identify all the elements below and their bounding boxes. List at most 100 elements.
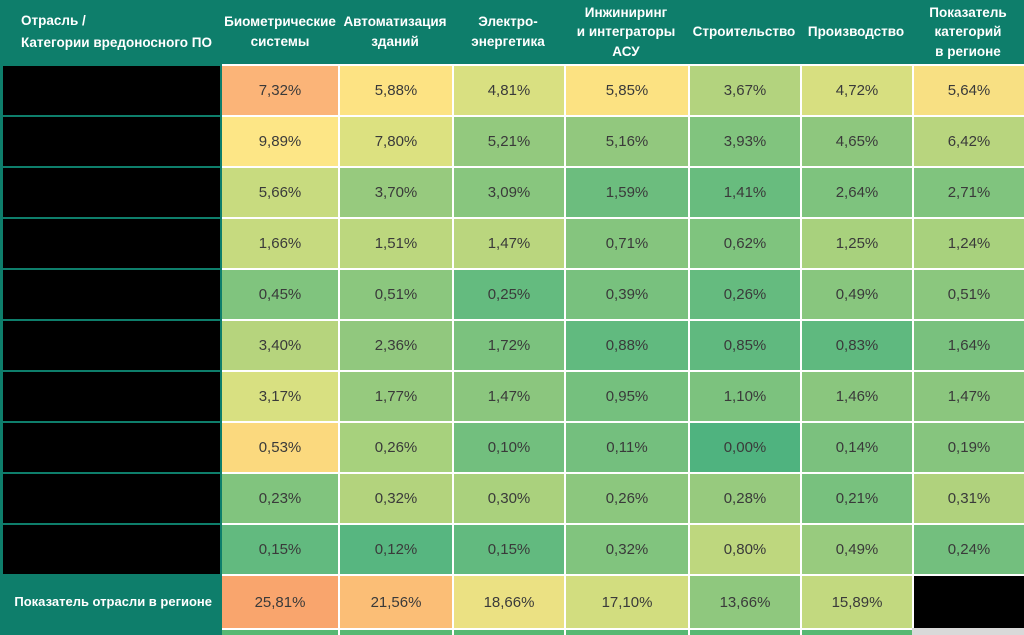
heatmap-cell: 1,10% bbox=[688, 370, 800, 421]
table-row: 0,23% 0,32% 0,30% 0,26% 0,28% 0,21% 0,31% bbox=[0, 472, 1024, 523]
heatmap-cell: 2,71% bbox=[912, 166, 1024, 217]
heatmap-cell: 0,53% bbox=[222, 421, 338, 472]
heatmap-cell: 1,64% bbox=[912, 319, 1024, 370]
column-header-region-category-indicator: Показатель категорий в регионе bbox=[929, 4, 1007, 59]
redacted-total-cell bbox=[912, 574, 1024, 628]
redacted-row-label bbox=[0, 421, 222, 472]
heatmap-cell: 0,32% bbox=[338, 472, 452, 523]
redaction-box bbox=[3, 168, 220, 217]
heatmap-cell: 0,26% bbox=[564, 472, 688, 523]
table-row: 1,66% 1,51% 1,47% 0,71% 0,62% 1,25% 1,24% bbox=[0, 217, 1024, 268]
heatmap-cell: 0,26% bbox=[338, 421, 452, 472]
heatmap-cell: 0,15% bbox=[222, 523, 338, 574]
heatmap-cell: 0,62% bbox=[688, 217, 800, 268]
heatmap-cell: 1,66% bbox=[222, 217, 338, 268]
redacted-row-label bbox=[0, 64, 222, 115]
heatmap-cell: 5,66% bbox=[222, 166, 338, 217]
heatmap-cell: 0,39% bbox=[564, 268, 688, 319]
heatmap-cell: 0,51% bbox=[912, 268, 1024, 319]
heatmap-cell: 4,72% bbox=[800, 64, 912, 115]
heatmap-cell: 0,32% bbox=[564, 523, 688, 574]
table-row: 5,66% 3,70% 3,09% 1,59% 1,41% 2,64% 2,71% bbox=[0, 166, 1024, 217]
redaction-box bbox=[3, 270, 220, 319]
heatmap-cell: 0,31% bbox=[912, 472, 1024, 523]
redacted-row-label bbox=[0, 115, 222, 166]
heatmap-cell: 1,47% bbox=[452, 217, 564, 268]
column-header-engineering-ics: Инжиниринг и интеграторы АСУ bbox=[576, 4, 676, 59]
table-row: 7,32% 5,88% 4,81% 5,85% 3,67% 4,72% 5,64% bbox=[0, 64, 1024, 115]
heatmap-cell: 0,19% bbox=[912, 421, 1024, 472]
heatmap-cell: 2,36% bbox=[338, 319, 452, 370]
redacted-row-label bbox=[0, 319, 222, 370]
redaction-box bbox=[3, 525, 220, 574]
heatmap-cell: 0,85% bbox=[688, 319, 800, 370]
strip-segment bbox=[452, 628, 564, 635]
table-row: 0,15% 0,12% 0,15% 0,32% 0,80% 0,49% 0,24% bbox=[0, 523, 1024, 574]
redaction-box bbox=[3, 372, 220, 421]
heatmap-cell: 7,32% bbox=[222, 64, 338, 115]
heatmap-cell: 0,26% bbox=[688, 268, 800, 319]
table-row: 0,53% 0,26% 0,10% 0,11% 0,00% 0,14% 0,19% bbox=[0, 421, 1024, 472]
total-cell: 25,81% bbox=[222, 574, 338, 628]
bottom-strip bbox=[0, 628, 1024, 635]
heatmap-cell: 0,15% bbox=[452, 523, 564, 574]
heatmap-cell: 0,71% bbox=[564, 217, 688, 268]
total-cell: 17,10% bbox=[564, 574, 688, 628]
table-row: 3,17% 1,77% 1,47% 0,95% 1,10% 1,46% 1,47% bbox=[0, 370, 1024, 421]
heatmap-cell: 1,46% bbox=[800, 370, 912, 421]
heatmap-cell: 1,41% bbox=[688, 166, 800, 217]
header-row: Отрасль / Категории вредоносного ПО Биом… bbox=[0, 0, 1024, 64]
heatmap-cell: 0,00% bbox=[688, 421, 800, 472]
heatmap-cell: 0,95% bbox=[564, 370, 688, 421]
heatmap-cell: 1,47% bbox=[452, 370, 564, 421]
heatmap-cell: 0,11% bbox=[564, 421, 688, 472]
redaction-box bbox=[3, 474, 220, 523]
total-row-label: Показатель отрасли в регионе bbox=[0, 574, 222, 628]
redaction-box bbox=[3, 321, 220, 370]
redacted-row-label bbox=[0, 472, 222, 523]
heatmap-cell: 1,47% bbox=[912, 370, 1024, 421]
heatmap-cell: 5,16% bbox=[564, 115, 688, 166]
heatmap-cell: 1,72% bbox=[452, 319, 564, 370]
redacted-row-label bbox=[0, 217, 222, 268]
heatmap-body: 7,32% 5,88% 4,81% 5,85% 3,67% 4,72% 5,64% 9,89%… bbox=[0, 64, 1024, 574]
strip-segment bbox=[564, 628, 688, 635]
total-row: Показатель отрасли в регионе 25,81% 21,5… bbox=[0, 574, 1024, 628]
heatmap-cell: 1,77% bbox=[338, 370, 452, 421]
heatmap-cell: 3,93% bbox=[688, 115, 800, 166]
total-cell: 18,66% bbox=[452, 574, 564, 628]
heatmap-cell: 4,65% bbox=[800, 115, 912, 166]
heatmap-cell: 0,24% bbox=[912, 523, 1024, 574]
strip-segment bbox=[0, 628, 222, 635]
heatmap-cell: 0,49% bbox=[800, 523, 912, 574]
table-row: 0,45% 0,51% 0,25% 0,39% 0,26% 0,49% 0,51% bbox=[0, 268, 1024, 319]
heatmap-cell: 1,51% bbox=[338, 217, 452, 268]
heatmap-cell: 5,88% bbox=[338, 64, 452, 115]
heatmap-cell: 0,25% bbox=[452, 268, 564, 319]
strip-segment bbox=[338, 628, 452, 635]
heatmap-cell: 4,81% bbox=[452, 64, 564, 115]
redacted-row-label bbox=[0, 370, 222, 421]
heatmap-cell: 0,45% bbox=[222, 268, 338, 319]
total-cell: 21,56% bbox=[338, 574, 452, 628]
heatmap-cell: 5,85% bbox=[564, 64, 688, 115]
strip-segment bbox=[688, 628, 800, 635]
column-header-power-energy: Электро- энергетика bbox=[471, 14, 545, 49]
heatmap-cell: 3,67% bbox=[688, 64, 800, 115]
heatmap-cell: 1,59% bbox=[564, 166, 688, 217]
strip-segment bbox=[800, 628, 912, 635]
heatmap-cell: 0,12% bbox=[338, 523, 452, 574]
redacted-row-label bbox=[0, 166, 222, 217]
redaction-box bbox=[3, 66, 220, 115]
heatmap-cell: 0,10% bbox=[452, 421, 564, 472]
table-row: 9,89% 7,80% 5,21% 5,16% 3,93% 4,65% 6,42% bbox=[0, 115, 1024, 166]
total-cell: 13,66% bbox=[688, 574, 800, 628]
heatmap-cell: 0,14% bbox=[800, 421, 912, 472]
strip-segment bbox=[222, 628, 338, 635]
heatmap-cell: 0,23% bbox=[222, 472, 338, 523]
heatmap-cell: 3,09% bbox=[452, 166, 564, 217]
heatmap-cell: 0,49% bbox=[800, 268, 912, 319]
redaction-box bbox=[3, 423, 220, 472]
column-header-biometric-systems: Биометрические системы bbox=[224, 14, 336, 49]
